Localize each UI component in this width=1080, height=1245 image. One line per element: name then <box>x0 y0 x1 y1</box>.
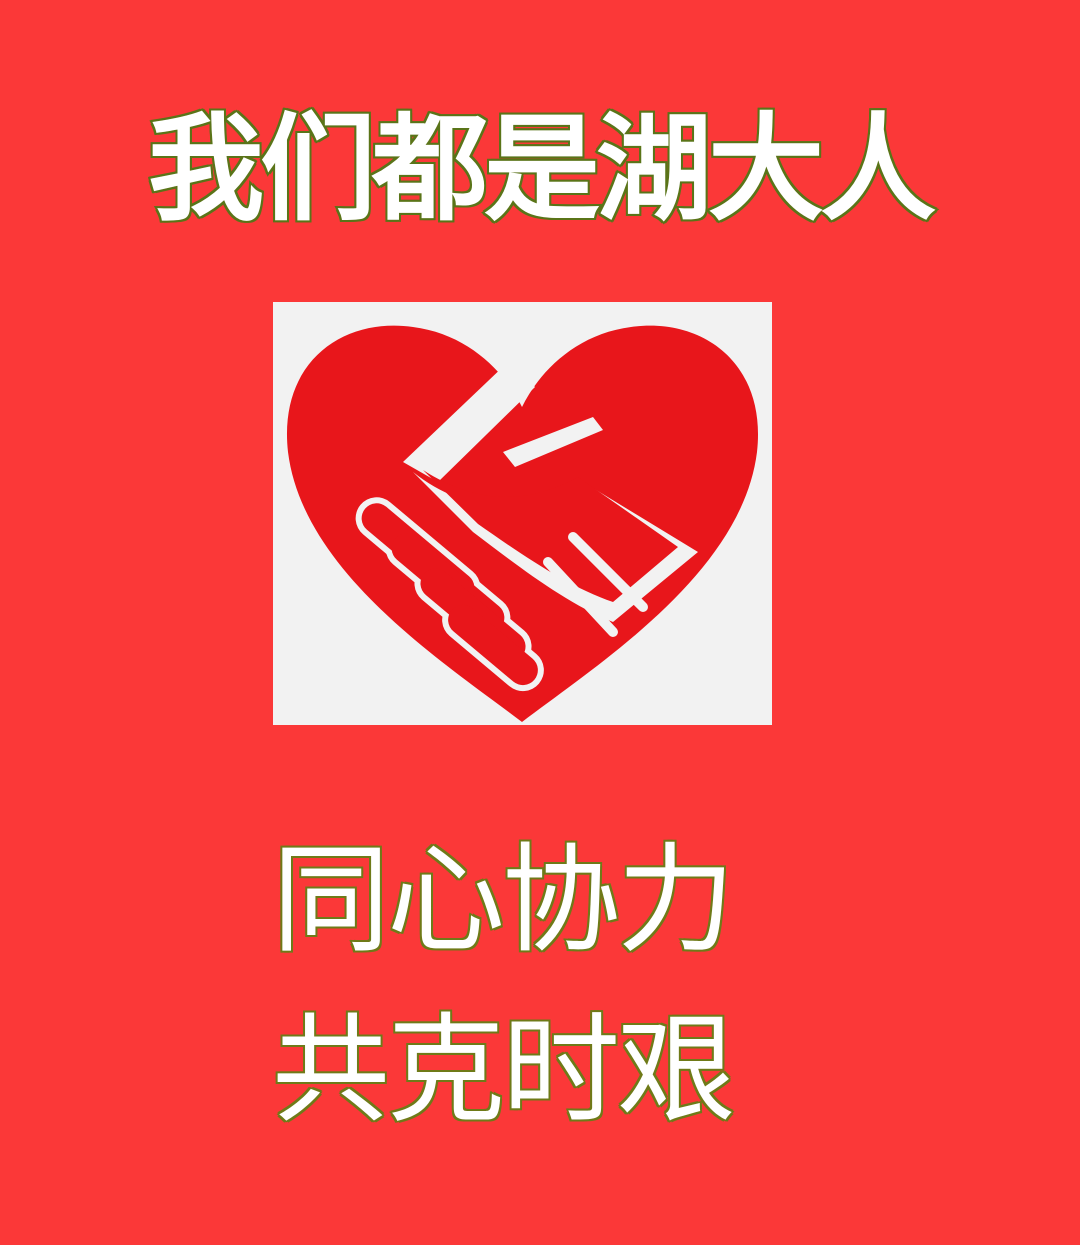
heart-handshake-emblem <box>273 302 772 725</box>
heart-handshake-icon <box>286 325 759 722</box>
slogan-line-1: 同心协力 <box>271 830 737 971</box>
headline: 我们都是湖大人 <box>146 100 938 239</box>
slogan-line-2: 共克时艰 <box>271 1000 737 1141</box>
